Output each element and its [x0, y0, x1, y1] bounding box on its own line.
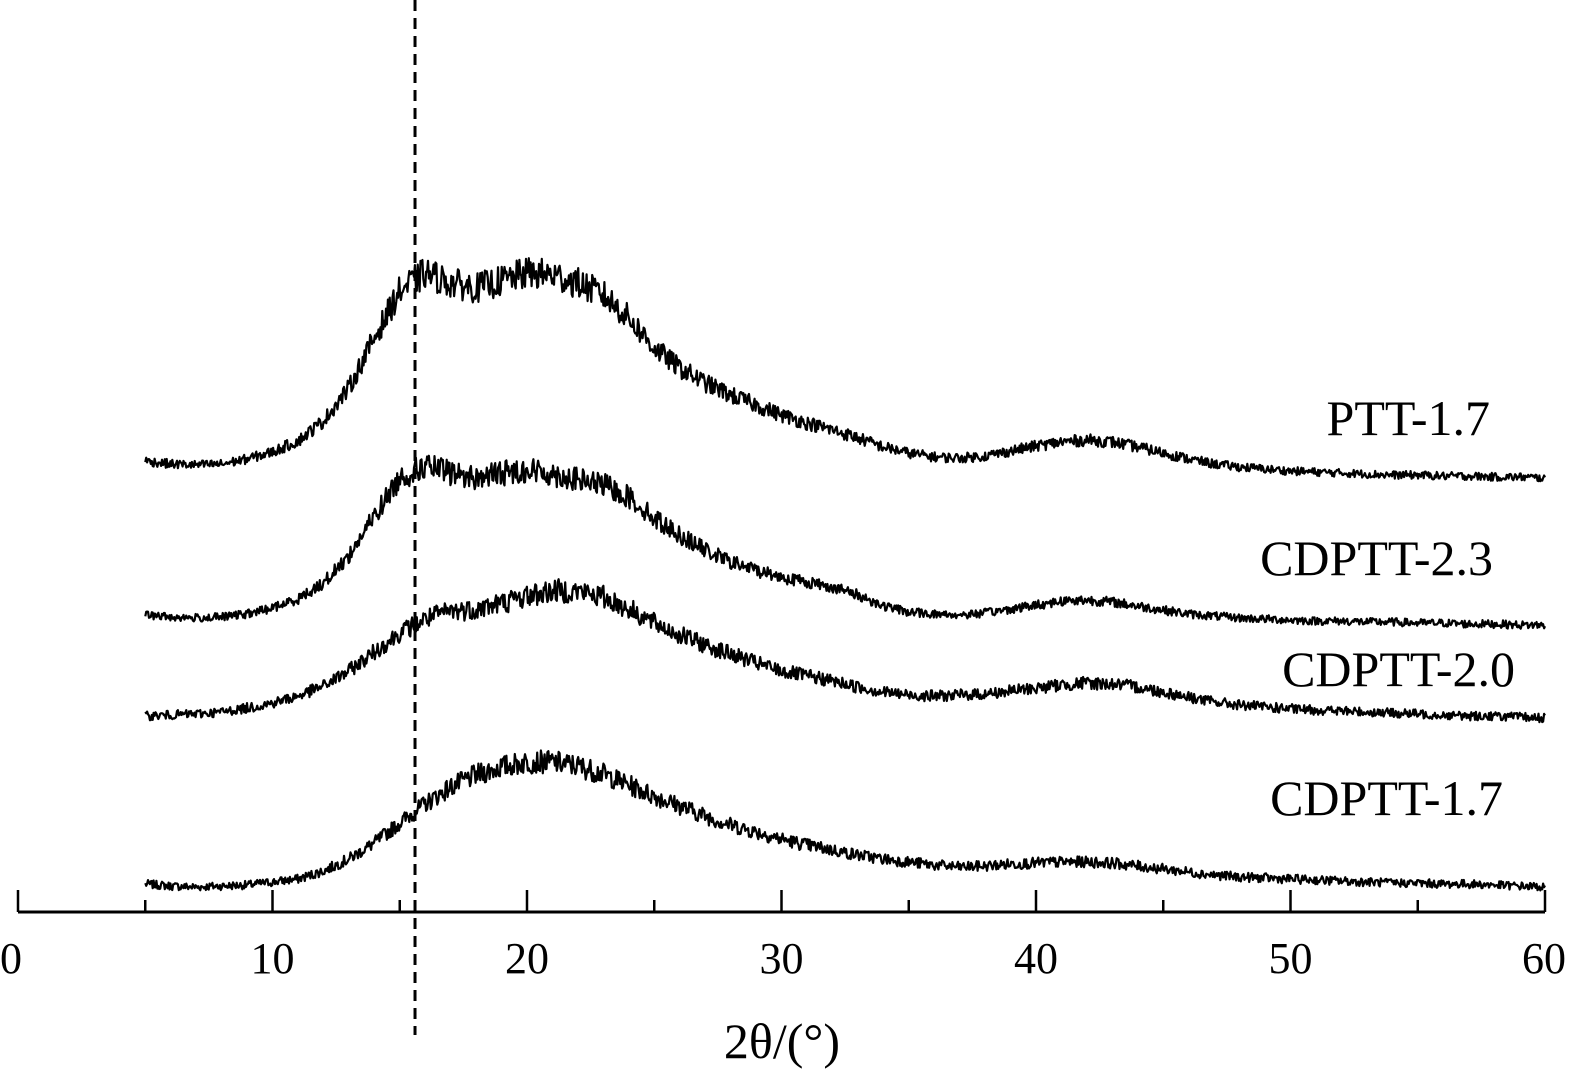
x-tick-label-20: 20	[505, 934, 549, 983]
series-layer	[144, 257, 1547, 892]
series-label-ptt-1.7: PTT-1.7	[1327, 390, 1490, 446]
series-line-cdptt-2.3	[144, 454, 1547, 630]
x-tick-label-40: 40	[1014, 934, 1058, 983]
x-tick-label-60: 60	[1522, 934, 1566, 983]
series-line-ptt-1.7	[144, 257, 1546, 483]
series-line-cdptt-2.0	[144, 578, 1546, 724]
series-label-cdptt-2.3: CDPTT-2.3	[1260, 530, 1493, 586]
x-tick-label-50: 50	[1269, 934, 1313, 983]
series-label-cdptt-1.7: CDPTT-1.7	[1270, 770, 1503, 826]
series-label-cdptt-2.0: CDPTT-2.0	[1282, 641, 1515, 697]
x-axis-ticks	[16, 890, 1547, 912]
series-line-cdptt-1.7	[144, 749, 1546, 892]
series-labels: CDPTT-1.7 CDPTT-2.0 CDPTT-2.3 PTT-1.7	[1260, 390, 1515, 826]
x-axis-tick-labels: 0 10 20 30 40 50 60	[0, 934, 1566, 983]
x-axis-title: 2θ/(°)	[724, 1013, 840, 1069]
x-tick-label-30: 30	[760, 934, 804, 983]
x-tick-label-10: 10	[251, 934, 295, 983]
x-tick-label-0: 0	[0, 934, 22, 983]
